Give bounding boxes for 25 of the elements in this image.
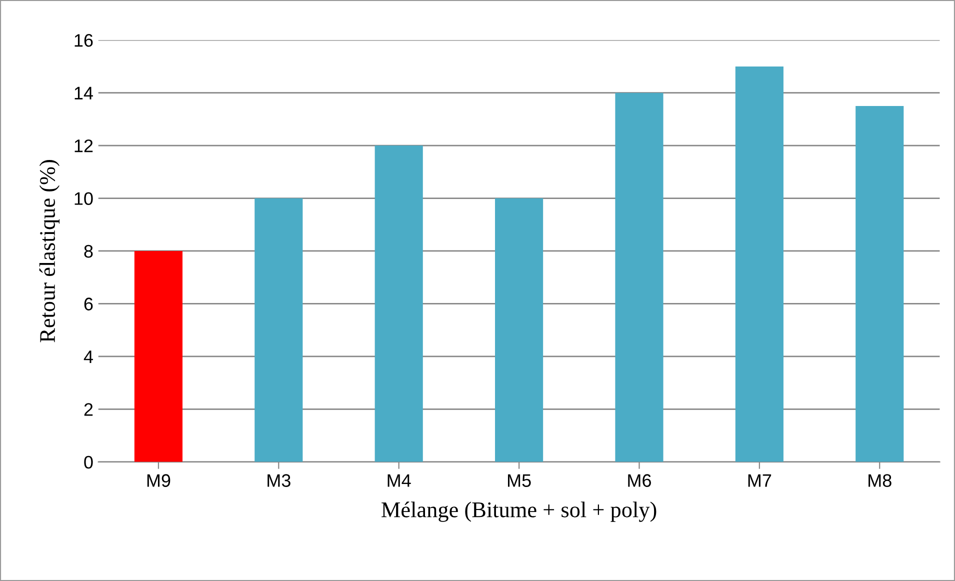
y-tick-label: 12 <box>74 139 93 152</box>
x-tick-label: M5 <box>508 474 531 487</box>
x-tick-label: M4 <box>388 474 411 487</box>
bar <box>495 198 544 462</box>
x-tick-label: M9 <box>147 474 170 487</box>
y-tick-label: 16 <box>74 34 93 47</box>
bar <box>856 106 904 462</box>
y-tick-label: 6 <box>84 298 93 310</box>
x-tick-label: M3 <box>268 474 290 487</box>
y-tick-label: 0 <box>84 456 93 469</box>
y-tick-label: 10 <box>74 192 93 205</box>
bar <box>615 92 664 462</box>
x-tick-label: M6 <box>628 474 651 487</box>
x-tick-label: M8 <box>868 474 892 487</box>
x-tick-label: M7 <box>748 474 772 487</box>
bar <box>374 146 423 462</box>
y-tick-label: 4 <box>84 350 93 363</box>
y-axis-title: Retour élastique (%) <box>39 160 60 342</box>
y-tick-label: 14 <box>74 86 93 100</box>
bar <box>134 250 182 462</box>
x-axis-title: Mélange (Bitume + sol + poly) <box>382 502 656 522</box>
y-tick-label: 8 <box>84 244 93 258</box>
bar <box>254 198 303 462</box>
bar <box>735 66 784 462</box>
y-tick-label: 2 <box>84 403 93 416</box>
